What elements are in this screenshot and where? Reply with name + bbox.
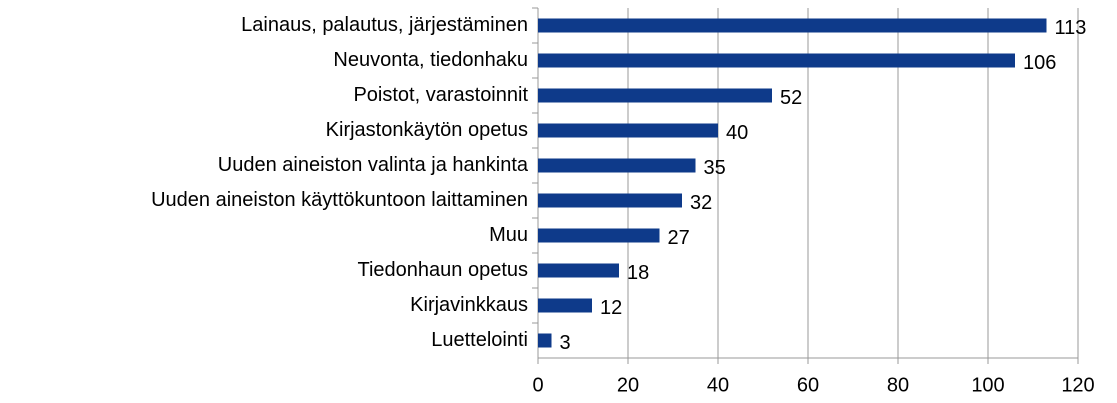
y-tick-label: Neuvonta, tiedonhaku <box>333 49 528 71</box>
y-tick-label: Lainaus, palautus, järjestäminen <box>241 14 528 36</box>
data-label: 113 <box>1055 17 1087 39</box>
x-tick-label: 60 <box>797 374 819 396</box>
data-label: 32 <box>690 192 712 214</box>
bar <box>538 263 619 278</box>
x-tick-label: 0 <box>532 374 543 396</box>
bar <box>538 53 1015 68</box>
data-label: 106 <box>1023 52 1056 74</box>
bar <box>538 228 660 243</box>
y-tick-label: Uuden aineiston valinta ja hankinta <box>218 154 529 176</box>
y-tick-label: Kirjastonkäytön opetus <box>326 119 528 141</box>
data-label: 12 <box>600 297 622 319</box>
y-tick-label: Muu <box>489 224 528 246</box>
x-tick-label: 20 <box>617 374 639 396</box>
bar <box>538 298 592 313</box>
data-label: 3 <box>560 332 571 354</box>
data-label: 52 <box>780 87 802 109</box>
y-tick-label: Kirjavinkkaus <box>410 294 528 316</box>
y-tick-label: Uuden aineiston käyttökuntoon laittamine… <box>151 189 528 211</box>
x-tick-label: 100 <box>971 374 1004 396</box>
data-label: 27 <box>668 227 690 249</box>
data-label: 18 <box>627 262 649 284</box>
bar <box>538 123 718 138</box>
bar <box>538 333 552 348</box>
bar <box>538 18 1047 33</box>
bar <box>538 88 772 103</box>
x-tick-label: 40 <box>707 374 729 396</box>
bar <box>538 193 682 208</box>
x-tick-label: 80 <box>887 374 909 396</box>
data-label: 35 <box>704 157 726 179</box>
x-tick-label: 120 <box>1061 374 1094 396</box>
y-tick-label: Tiedonhaun opetus <box>357 259 528 281</box>
data-label: 40 <box>726 122 748 144</box>
bar <box>538 158 696 173</box>
y-tick-label: Luettelointi <box>431 329 528 351</box>
y-tick-label: Poistot, varastoinnit <box>353 84 528 106</box>
